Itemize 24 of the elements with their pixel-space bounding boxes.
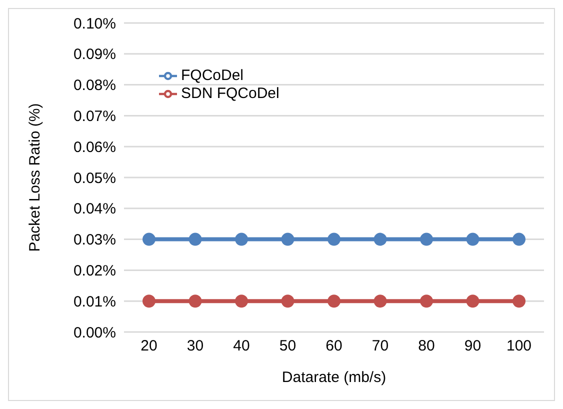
x-tick-label: 20 [140,338,158,355]
legend-label: FQCoDel [181,67,244,84]
y-tick-label: 0.05% [73,170,116,187]
y-tick-label: 0.03% [73,232,116,249]
y-tick-label: 0.08% [73,77,116,94]
y-tick-label: 0.09% [73,46,116,64]
x-tick-label: 60 [326,338,342,355]
y-tick-label: 0.02% [73,262,116,280]
x-tick-label: 80 [418,338,435,355]
legend-label: SDN FQCoDel [181,85,280,102]
x-tick-label: 50 [279,338,296,355]
y-tick-label: 0.04% [73,200,116,218]
x-tick-label: 100 [506,338,532,355]
x-axis-title: Datarate (mb/s) [282,369,386,386]
x-tick-label: 90 [464,338,482,355]
y-tick-label: 0.00% [73,324,116,342]
y-tick-label: 0.01% [73,293,116,310]
y-tick-label: 0.07% [73,108,116,126]
x-tick-label: 40 [233,338,250,355]
y-tick-label: 0.10% [73,15,116,32]
y-tick-label: 0.06% [73,138,116,156]
x-tick-label: 70 [372,338,389,355]
x-tick-label: 30 [186,338,204,355]
y-axis-title: Packet Loss Ratio (%) [26,103,44,252]
